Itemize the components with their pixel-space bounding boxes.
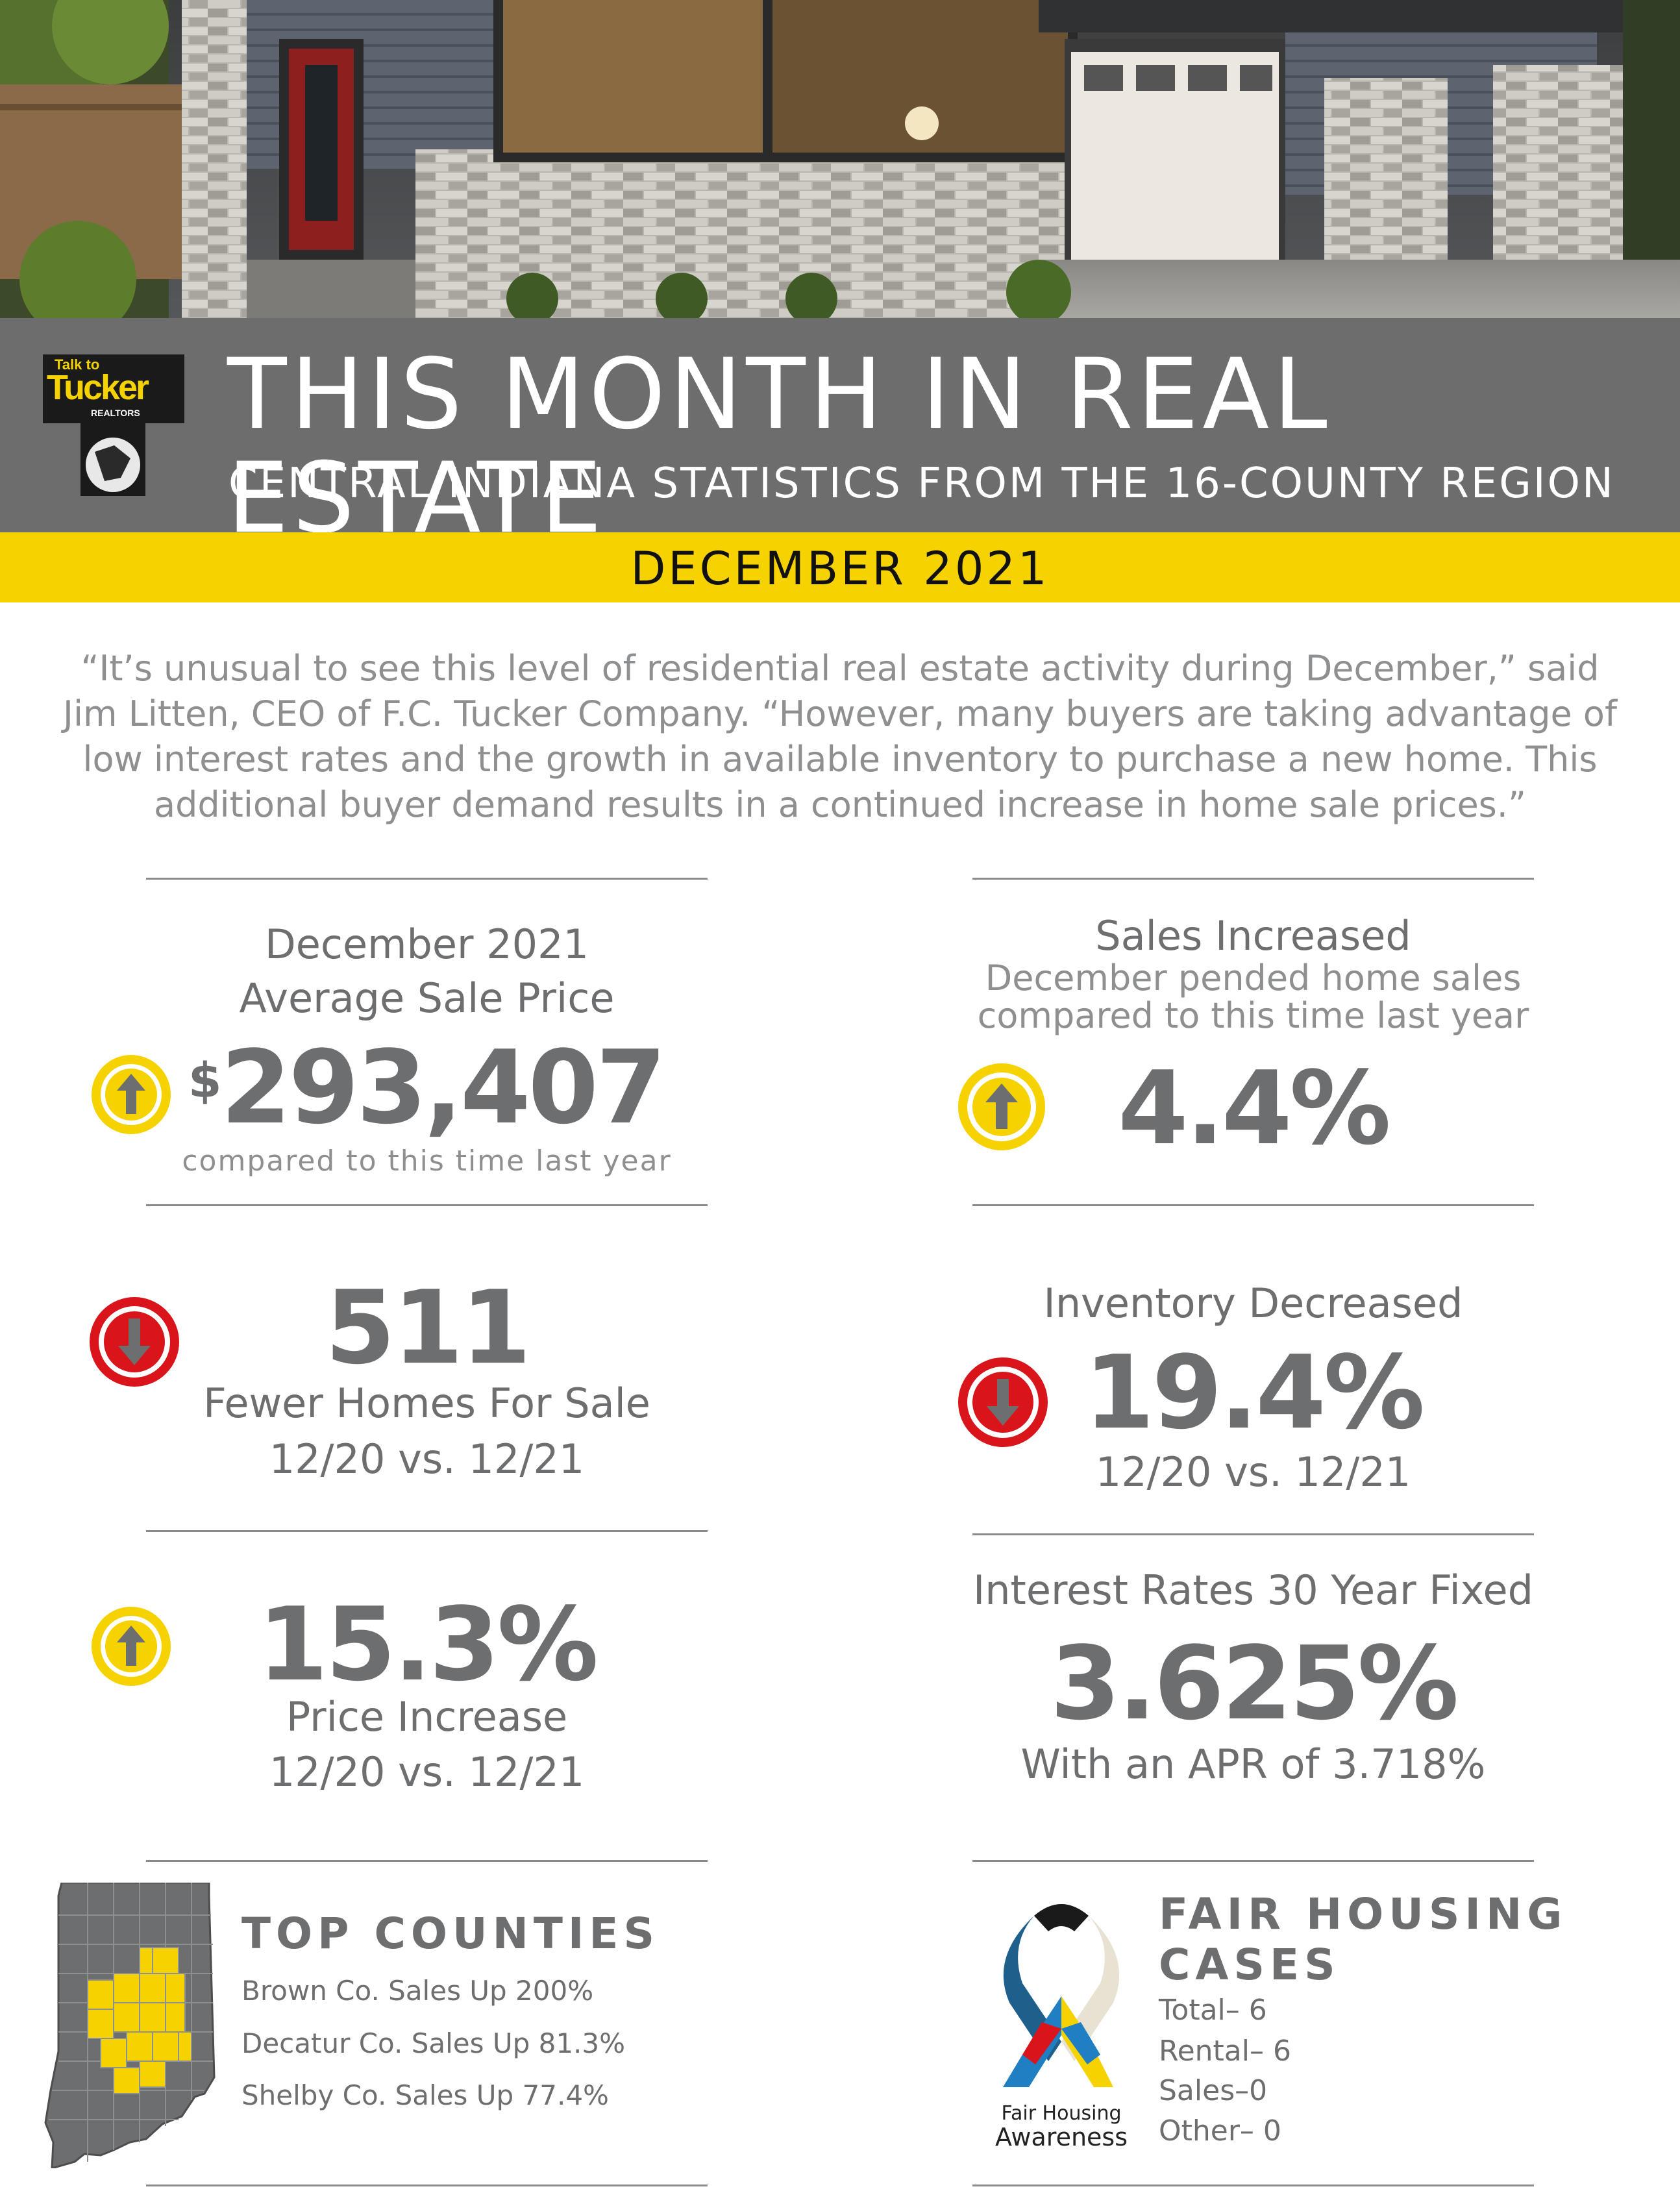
price-increase-period: 12/20 vs. 12/21 bbox=[269, 1748, 585, 1796]
ribbon-label-1: Fair Housing bbox=[1001, 2102, 1122, 2125]
divider bbox=[972, 1533, 1534, 1535]
sales-sub-2: compared to this time last year bbox=[977, 995, 1529, 1036]
hero-house-photo bbox=[0, 0, 1680, 318]
divider bbox=[972, 2185, 1534, 2186]
logo-brand: Tucker bbox=[47, 368, 149, 407]
header-band bbox=[0, 318, 1680, 532]
divider bbox=[146, 878, 708, 880]
logo-realtors: REALTORS bbox=[91, 408, 140, 418]
sales-label: Sales Increased bbox=[1095, 912, 1411, 959]
fewer-homes-label: Fewer Homes For Sale bbox=[203, 1380, 650, 1427]
house-illustration bbox=[0, 0, 1680, 318]
county-item: Decatur Co. Sales Up 81.3% bbox=[241, 2027, 626, 2059]
interest-label: Interest Rates 30 Year Fixed bbox=[972, 1566, 1534, 1614]
tucker-logo: Talk to Tucker REALTORS bbox=[43, 354, 184, 496]
county-item: Shelby Co. Sales Up 77.4% bbox=[241, 2079, 609, 2111]
fewer-homes-period: 12/20 vs. 12/21 bbox=[269, 1435, 585, 1483]
arrow-down-circle-icon bbox=[88, 1295, 179, 1387]
inventory-label: Inventory Decreased bbox=[1043, 1280, 1463, 1327]
avg-price-label-2: Average Sale Price bbox=[239, 974, 615, 1022]
inventory-period: 12/20 vs. 12/21 bbox=[1095, 1448, 1411, 1496]
fair-housing-item: Rental– 6 bbox=[1159, 2035, 1291, 2068]
fair-housing-item: Total– 6 bbox=[1159, 1994, 1267, 2027]
divider bbox=[146, 1860, 708, 1862]
top-counties-heading: TOP COUNTIES bbox=[241, 1909, 660, 1959]
month-bar bbox=[0, 532, 1680, 602]
page-title: THIS MONTH IN REAL ESTATE bbox=[227, 338, 1331, 555]
divider bbox=[972, 1860, 1534, 1862]
inventory-value: 19.4% bbox=[1083, 1333, 1425, 1452]
price-increase-value: 15.3% bbox=[257, 1585, 599, 1703]
avg-price-note: compared to this time last year bbox=[182, 1145, 672, 1178]
sales-sub-1: December pended home sales bbox=[985, 958, 1522, 998]
divider bbox=[972, 878, 1534, 880]
county-item: Brown Co. Sales Up 200% bbox=[241, 1975, 594, 2007]
interest-value: 3.625% bbox=[1050, 1624, 1459, 1742]
arrow-up-circle-icon bbox=[956, 1061, 1045, 1150]
ceo-quote: “It’s unusual to see this level of resid… bbox=[63, 648, 1617, 825]
arrow-up-circle-icon bbox=[91, 1606, 171, 1687]
divider bbox=[146, 1204, 708, 1206]
fair-housing-heading-2: CASES bbox=[1159, 1940, 1340, 1990]
avg-price-value: 293,407 bbox=[221, 1028, 667, 1146]
arrow-up-circle-icon bbox=[91, 1054, 171, 1135]
divider bbox=[146, 1530, 708, 1532]
arrow-down-circle-icon bbox=[956, 1355, 1048, 1447]
ribbon-label-2: Awareness bbox=[994, 2123, 1128, 2151]
interest-apr: With an APR of 3.718% bbox=[1020, 1740, 1486, 1788]
fair-housing-item: Sales–0 bbox=[1159, 2074, 1268, 2107]
tucker-logo-mark bbox=[43, 354, 184, 496]
avg-price-currency: $ bbox=[188, 1053, 221, 1109]
avg-price-label-1: December 2021 bbox=[265, 921, 589, 968]
fewer-homes-value: 511 bbox=[325, 1269, 532, 1387]
fair-housing-item: Other– 0 bbox=[1159, 2114, 1281, 2148]
divider bbox=[146, 2185, 708, 2186]
sales-value: 4.4% bbox=[1118, 1049, 1391, 1167]
fair-housing-heading-1: FAIR HOUSING bbox=[1159, 1889, 1568, 1939]
report-month: DECEMBER 2021 bbox=[630, 542, 1050, 595]
divider bbox=[972, 1204, 1534, 1206]
logo-talk-to: Talk to bbox=[55, 356, 100, 373]
price-increase-label: Price Increase bbox=[286, 1693, 568, 1740]
fair-housing-ribbon-icon bbox=[983, 1892, 1139, 2100]
page-subtitle: CENTRAL INDIANA STATISTICS FROM THE 16-C… bbox=[229, 460, 1615, 508]
indiana-map bbox=[39, 1881, 227, 2170]
